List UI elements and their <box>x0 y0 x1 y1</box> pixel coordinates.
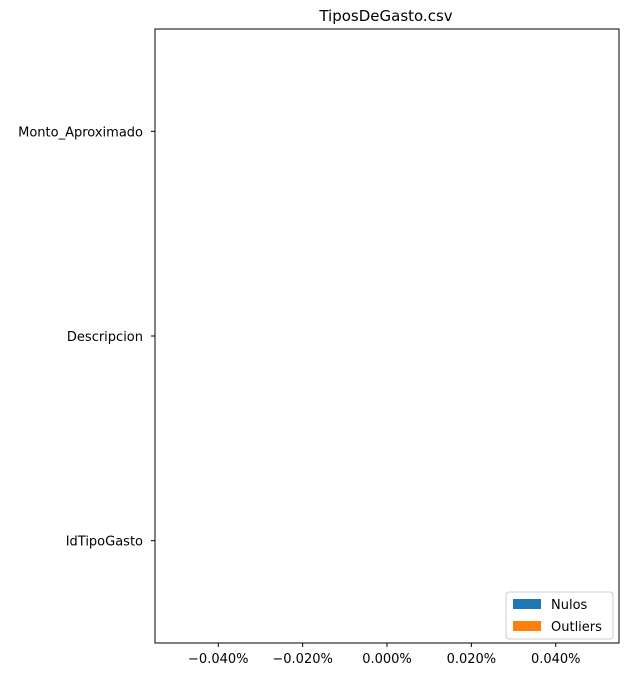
x-tick-label: −0.040% <box>188 652 248 667</box>
legend-swatch-nulos <box>513 599 541 609</box>
x-tick-label: 0.020% <box>447 652 497 667</box>
x-tick-label: −0.020% <box>272 652 332 667</box>
y-tick-label: Descripcion <box>67 330 143 345</box>
x-axis: −0.040% −0.020% 0.000% 0.020% 0.040% <box>188 643 581 667</box>
x-tick-label: 0.000% <box>362 652 412 667</box>
chart-title: TiposDeGasto.csv <box>318 7 452 25</box>
legend: Nulos Outliers <box>505 591 614 640</box>
x-tick-label: 0.040% <box>531 652 581 667</box>
y-axis: IdTipoGasto Descripcion Monto_Aproximado <box>18 125 155 550</box>
y-tick-label: IdTipoGasto <box>66 535 143 550</box>
plot-area <box>154 28 620 644</box>
legend-swatch-outliers <box>513 621 541 631</box>
y-tick-label: Monto_Aproximado <box>18 125 143 140</box>
legend-label-outliers: Outliers <box>551 620 602 635</box>
legend-label-nulos: Nulos <box>551 598 588 613</box>
